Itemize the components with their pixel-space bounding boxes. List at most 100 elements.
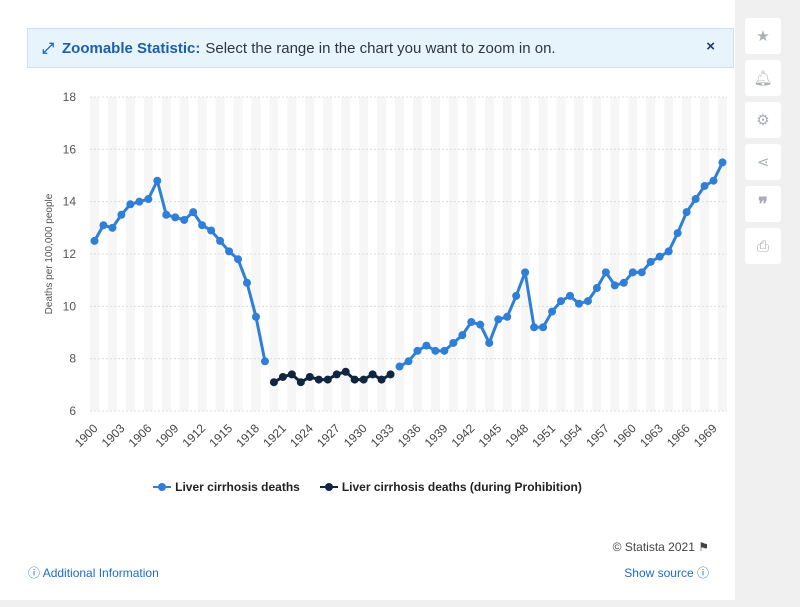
x-tick-label: 1924 <box>287 421 316 450</box>
data-point <box>431 346 440 355</box>
gear-icon[interactable]: ⚙ <box>745 102 781 138</box>
data-point <box>557 297 566 306</box>
share-icon[interactable]: ⋖ <box>745 144 781 180</box>
y-tick-label: 18 <box>63 90 77 104</box>
legend-item-prohibition[interactable]: Liver cirrhosis deaths (during Prohibiti… <box>319 480 582 494</box>
grid-band <box>179 97 189 411</box>
data-point <box>234 255 243 264</box>
x-tick-label: 1900 <box>72 421 101 450</box>
data-point <box>207 226 216 235</box>
quote-icon[interactable]: ❞ <box>745 186 781 222</box>
data-point <box>260 357 269 366</box>
data-point <box>99 221 108 230</box>
additional-info-link[interactable]: ⓘ Additional Information <box>28 564 159 581</box>
data-point <box>404 357 413 366</box>
data-point <box>296 378 305 387</box>
data-point <box>243 278 252 287</box>
data-point <box>162 210 171 219</box>
chart-legend: Liver cirrhosis deaths Liver cirrhosis d… <box>0 480 735 494</box>
legend-swatch <box>153 483 172 491</box>
grid-band <box>305 97 315 411</box>
grid-band <box>628 97 638 411</box>
data-point <box>225 247 234 256</box>
grid-band <box>215 97 225 411</box>
data-point <box>709 176 718 185</box>
data-point <box>314 375 323 384</box>
data-point <box>565 291 574 300</box>
line-chart[interactable]: 6 8 10 12 14 16 18 Deaths per 100,000 people 190… <box>0 80 735 480</box>
y-tick-label: 14 <box>63 195 77 209</box>
y-tick-label: 16 <box>63 142 77 156</box>
y-axis-label: Deaths per 100,000 people <box>44 193 55 314</box>
data-point <box>153 176 162 185</box>
x-tick-label: 1939 <box>422 421 451 450</box>
grid-band <box>107 97 117 411</box>
data-point <box>341 367 350 376</box>
x-tick-label: 1912 <box>179 421 208 450</box>
x-tick-label: 1918 <box>233 421 262 450</box>
data-point <box>144 195 153 204</box>
data-point <box>287 370 296 379</box>
data-point <box>700 181 709 190</box>
data-point <box>269 378 278 387</box>
data-point <box>503 312 512 321</box>
grid-band <box>484 97 494 411</box>
info-icon: ⓘ <box>696 566 709 580</box>
chart-card: ⤢ Zoomable Statistic: Select the range i… <box>0 0 735 600</box>
x-tick-label: 1942 <box>449 421 478 450</box>
data-point <box>655 252 664 261</box>
x-tick-label: 1948 <box>502 421 531 450</box>
statista-credit: © Statista 2021 ⚑ <box>613 540 709 554</box>
data-point <box>601 268 610 277</box>
data-point <box>664 247 673 256</box>
data-point <box>530 323 539 332</box>
grid-band <box>377 97 387 411</box>
x-tick-label: 1930 <box>341 421 370 450</box>
x-tick-label: 1954 <box>556 421 585 450</box>
star-icon[interactable]: ★ <box>745 18 781 54</box>
data-point <box>198 221 207 230</box>
data-point <box>126 200 135 209</box>
x-tick-label: 1969 <box>691 421 720 450</box>
expand-arrows-icon: ⤢ <box>42 39 55 57</box>
data-point <box>673 229 682 238</box>
data-point <box>305 372 314 381</box>
data-point <box>368 370 377 379</box>
y-tick-label: 6 <box>69 404 76 418</box>
bell-icon[interactable]: 🔔︎ <box>745 60 781 96</box>
grid-band <box>143 97 153 411</box>
data-point <box>413 346 422 355</box>
data-point <box>485 338 494 347</box>
zoom-banner: ⤢ Zoomable Statistic: Select the range i… <box>27 28 734 68</box>
grid-band <box>341 97 351 411</box>
x-tick-label: 1945 <box>476 421 505 450</box>
y-tick-label: 8 <box>69 352 76 366</box>
data-point <box>458 331 467 340</box>
x-tick-label: 1906 <box>126 421 155 450</box>
x-tick-label: 1921 <box>260 421 289 450</box>
legend-swatch <box>319 483 338 491</box>
x-tick-label: 1966 <box>664 421 693 450</box>
x-tick-label: 1903 <box>99 421 128 450</box>
show-source-link[interactable]: Show source ⓘ <box>624 564 709 581</box>
close-banner-button[interactable]: × <box>706 38 715 55</box>
legend-label: Liver cirrhosis deaths <box>175 480 300 494</box>
data-point <box>90 236 99 245</box>
data-point <box>449 338 458 347</box>
legend-label: Liver cirrhosis deaths (during Prohibiti… <box>341 480 582 494</box>
data-point <box>117 210 126 219</box>
print-icon[interactable]: ⎙ <box>745 228 781 264</box>
data-point <box>386 370 395 379</box>
data-point <box>180 215 189 224</box>
grid-band <box>556 97 566 411</box>
data-point <box>610 281 619 290</box>
grid-band <box>448 97 458 411</box>
banner-title: Zoomable Statistic: <box>62 39 201 57</box>
grid-band <box>592 97 602 411</box>
sidebar-toolbar: ★ 🔔︎ ⚙ ⋖ ❞ ⎙ <box>745 18 781 270</box>
legend-item-liver-cirrhosis[interactable]: Liver cirrhosis deaths <box>153 480 300 494</box>
info-icon: ⓘ <box>28 566 41 580</box>
credit-text: © Statista 2021 <box>612 540 695 554</box>
x-tick-label: 1957 <box>583 421 612 450</box>
data-point <box>323 375 332 384</box>
